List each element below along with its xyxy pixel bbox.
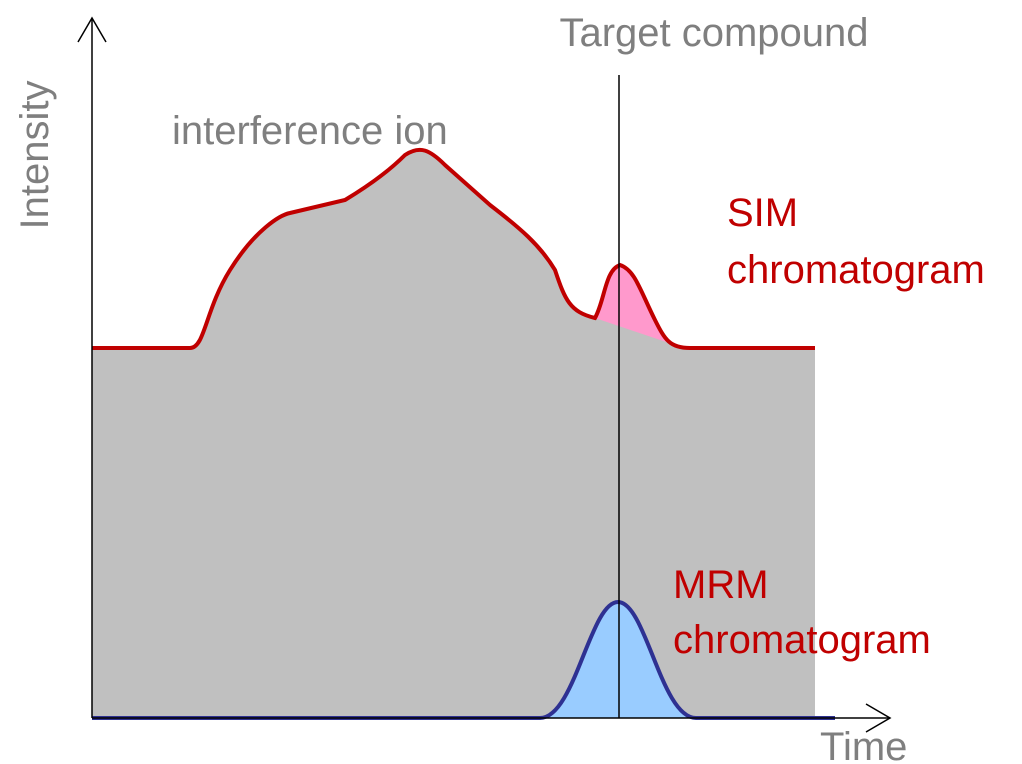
y-axis-arrow bbox=[77, 16, 107, 43]
mrm-area bbox=[540, 602, 696, 718]
title: Target compound bbox=[559, 11, 868, 55]
mrm-label: chromatogram bbox=[673, 618, 931, 662]
mrm-trace bbox=[92, 599, 835, 720]
sim-label: SIM bbox=[727, 191, 798, 235]
mrm-label: MRM bbox=[673, 563, 769, 607]
sim-label: chromatogram bbox=[727, 248, 985, 292]
target-peak-area bbox=[595, 265, 675, 345]
interference-label: interference ion bbox=[172, 109, 448, 153]
x-axis-label: Time bbox=[820, 725, 907, 764]
y-axis-label: Intensity bbox=[13, 81, 57, 230]
sim-trace bbox=[92, 147, 815, 350]
x-axis-arrow bbox=[865, 703, 892, 733]
